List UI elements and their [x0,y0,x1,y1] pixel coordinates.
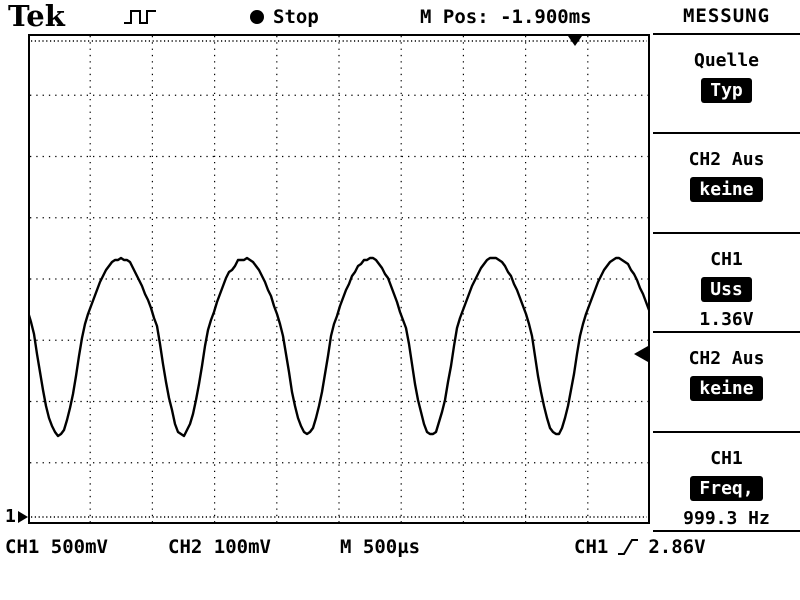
menu-softkey-freq[interactable]: Freq, [690,475,763,501]
channel1-arrow-icon [17,510,28,523]
menu-title: MESSUNG [682,5,771,27]
grid-lines [30,36,648,522]
menu-softkey-keine-2[interactable]: keine [690,376,763,402]
menu-section-label: CH2 Aus [688,149,765,171]
channel1-marker: 1 [5,506,28,527]
trigger-source-label: CH1 [574,536,609,558]
softkey-menu: Quelle Typ CH2 Aus keine CH1 Uss 1.36V C… [653,33,800,532]
acquisition-status-label: Stop [273,6,319,28]
menu-section-ch2-bottom: CH2 Aus keine [653,331,800,430]
menu-softkey-uss[interactable]: Uss [701,276,752,302]
rising-edge-icon [618,539,639,555]
freq-reading: 999.3 Hz [683,507,770,529]
ch1-waveform-trace [28,256,650,438]
trigger-readout: CH1 2.86V [574,536,706,558]
graticule-border [28,34,650,524]
menu-section-ch1-freq: CH1 Freq, 999.3 Hz [653,430,800,530]
trigger-position-marker-icon [568,36,582,46]
ch1-scale-readout: CH1 500mV [5,536,108,558]
menu-section-label: CH1 [710,248,743,270]
tek-logo: Tek [8,0,65,33]
trigger-pulse-icon [122,4,162,28]
menu-section-ch1-vpp: CH1 Uss 1.36V [653,231,800,331]
menu-section-label: CH2 Aus [688,348,765,370]
menu-section-source: Quelle Typ [653,33,800,132]
timebase-readout: M 500µs [340,536,421,558]
acquisition-status: Stop [250,6,319,28]
vpp-reading: 1.36V [699,308,754,330]
channel1-marker-label: 1 [5,506,16,527]
stop-dot-icon [250,10,264,24]
trigger-level-marker-icon [634,346,648,362]
menu-softkey-keine-1[interactable]: keine [690,177,763,203]
menu-section-label: Quelle [693,50,760,71]
graticule [28,34,650,524]
trigger-position-readout: M Pos: -1.900ms [420,6,592,28]
trigger-level-readout: 2.86V [648,536,706,558]
menu-section-label: CH1 [710,447,743,469]
ch2-scale-readout: CH2 100mV [168,536,271,558]
menu-softkey-typ[interactable]: Typ [701,78,752,103]
menu-section-ch2-top: CH2 Aus keine [653,132,800,231]
